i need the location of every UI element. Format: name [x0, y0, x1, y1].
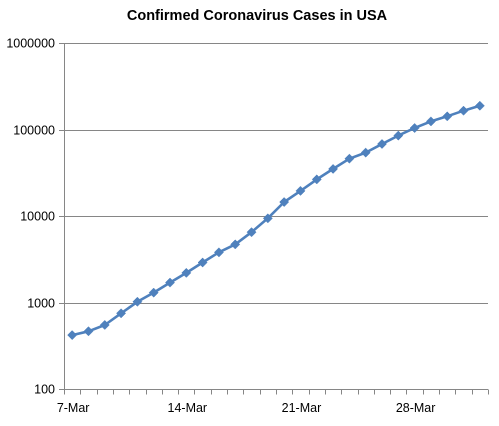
chart-title: Confirmed Coronavirus Cases in USA [127, 8, 388, 24]
x-tick-label: 28-Mar [396, 401, 436, 415]
data-point-marker [328, 163, 339, 174]
x-tick-label: 14-Mar [168, 401, 208, 415]
data-point-marker [393, 130, 404, 141]
data-point-marker [213, 247, 224, 258]
data-point-marker [246, 227, 257, 238]
tick-labels: 100 1000 10000 100000 1000000 7-Mar 14-Mar 21-M… [6, 37, 435, 416]
data-point-marker [230, 239, 241, 250]
series-layer [67, 100, 485, 341]
y-tick-label: 1000 [27, 297, 55, 311]
data-point-marker [116, 308, 127, 319]
data-point-marker [474, 100, 485, 111]
data-point-marker [99, 320, 110, 330]
y-tick-label: 100000 [13, 124, 55, 138]
y-tick-label: 100 [34, 383, 55, 397]
data-point-marker [425, 116, 436, 127]
data-point-marker [132, 296, 143, 307]
data-point-marker [165, 277, 175, 288]
data-point-marker [360, 147, 371, 158]
data-point-marker [67, 330, 78, 341]
axes [59, 43, 489, 395]
y-tick-label: 10000 [20, 210, 55, 224]
gridlines [64, 43, 488, 304]
data-point-marker [442, 111, 453, 122]
data-point-marker [197, 257, 208, 268]
x-tick-label: 21-Mar [282, 401, 322, 415]
data-point-marker [458, 105, 469, 116]
series-line [71, 104, 481, 337]
data-point-marker [377, 139, 387, 149]
data-point-marker [311, 174, 322, 185]
data-point-marker [295, 185, 306, 196]
data-point-marker [279, 197, 290, 207]
data-point-marker [409, 123, 420, 133]
data-point-marker [148, 287, 159, 298]
data-point-marker [181, 267, 192, 278]
y-tick-label: 1000000 [6, 37, 55, 51]
data-point-marker [262, 213, 273, 224]
data-point-marker [344, 153, 355, 164]
x-tick-label: 7-Mar [57, 401, 90, 415]
data-point-marker [83, 326, 94, 337]
